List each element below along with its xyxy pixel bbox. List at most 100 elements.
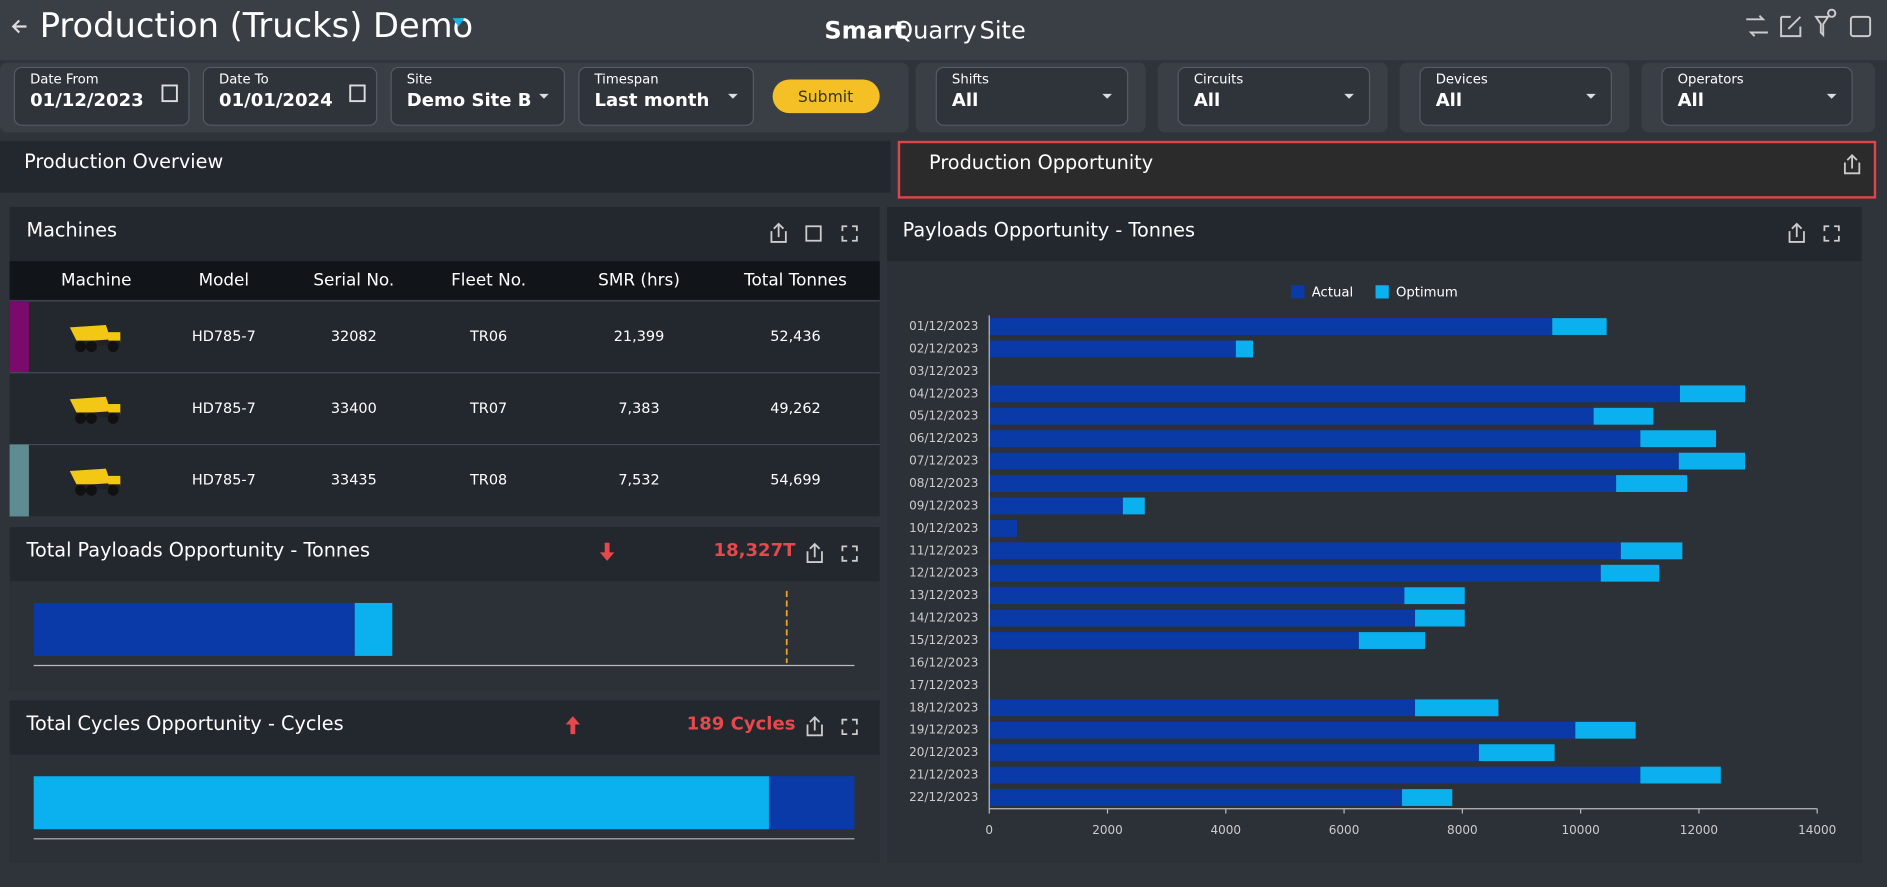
bar — [1122, 497, 1145, 515]
column-header: Total Tonnes — [743, 269, 847, 289]
dropdown-arrow[interactable] — [1586, 93, 1596, 99]
row-accent — [9, 444, 29, 517]
filter-value: All — [1678, 90, 1704, 111]
filter-value: 01/12/2023 — [30, 90, 144, 111]
table-cell: TR07 — [469, 401, 507, 417]
y-tick-label: 20/12/2023 — [909, 745, 978, 759]
export-icon[interactable] — [1843, 153, 1861, 175]
legend-label[interactable]: Optimum — [1396, 285, 1458, 300]
x-tick-label: 6000 — [1329, 823, 1360, 837]
bar — [989, 699, 1416, 717]
y-tick-label: 22/12/2023 — [909, 790, 978, 804]
truck-wheel — [86, 341, 97, 353]
x-tick-label: 14000 — [1798, 823, 1836, 837]
export-icon[interactable] — [806, 542, 823, 563]
bar — [989, 721, 1576, 739]
truck-chassis — [74, 340, 121, 346]
filter-field[interactable] — [1661, 66, 1853, 126]
submit-label: Submit — [798, 87, 853, 106]
expand-icon[interactable] — [1823, 225, 1840, 242]
legend-swatch[interactable] — [1375, 285, 1389, 299]
table-cell: 52,436 — [770, 329, 821, 345]
calendar-icon[interactable] — [349, 84, 366, 103]
table-cell: 54,699 — [770, 473, 821, 489]
legend-swatch[interactable] — [1291, 285, 1305, 299]
truck-cab — [108, 332, 121, 344]
dropdown-arrow[interactable] — [728, 93, 738, 99]
table-cell: TR06 — [469, 329, 507, 345]
y-tick-label: 13/12/2023 — [909, 588, 978, 602]
column-header: Fleet No. — [451, 269, 526, 289]
table-cell: HD785-7 — [192, 329, 256, 345]
filter-field[interactable] — [1419, 66, 1613, 126]
y-tick-label: 03/12/2023 — [909, 364, 978, 378]
table-cell: HD785-7 — [192, 473, 256, 489]
y-tick-label: 14/12/2023 — [909, 611, 978, 625]
bar — [1593, 407, 1654, 425]
expand-icon[interactable] — [841, 545, 858, 562]
bar — [989, 766, 1641, 784]
table-cell: 21,399 — [614, 329, 665, 345]
brand-light: Quarry — [894, 16, 977, 44]
edit-icon[interactable] — [1780, 15, 1802, 38]
expand-icon[interactable] — [841, 225, 858, 242]
page-title: Production (Trucks) Demo — [40, 6, 473, 45]
select-icon[interactable] — [805, 225, 822, 242]
filter-field[interactable] — [578, 66, 754, 126]
bar — [989, 632, 1359, 649]
x-tick-label: 0 — [985, 823, 993, 837]
filter-field[interactable] — [202, 66, 378, 126]
truck-body — [69, 324, 111, 342]
x-tick-label: 12000 — [1680, 823, 1718, 837]
submit-button[interactable] — [772, 79, 880, 114]
title-filter-icon[interactable] — [452, 18, 465, 27]
image-icon[interactable] — [1849, 15, 1872, 38]
indicator: 18,327T — [714, 540, 797, 561]
dropdown-arrow[interactable] — [1344, 93, 1354, 99]
table-cell: 33435 — [331, 473, 377, 489]
y-tick-label: 06/12/2023 — [909, 431, 978, 445]
filter-icon[interactable] — [1814, 8, 1837, 38]
bar — [1404, 587, 1465, 605]
export-icon[interactable] — [806, 716, 823, 737]
indicator: 189 Cycles — [687, 714, 796, 735]
dropdown-arrow[interactable] — [1102, 93, 1112, 99]
export-icon[interactable] — [1788, 222, 1805, 243]
bar — [989, 542, 1621, 560]
dropdown-arrow[interactable] — [1826, 93, 1837, 99]
chart-title: Payloads Opportunity - Tonnes — [903, 219, 1195, 242]
bar — [1235, 340, 1253, 358]
filter-label: Operators — [1678, 72, 1744, 87]
calendar-icon[interactable] — [161, 84, 178, 103]
filter-field[interactable] — [935, 66, 1129, 126]
bar — [1616, 475, 1688, 492]
bar — [1600, 564, 1660, 582]
expand-icon[interactable] — [841, 718, 858, 736]
filter-field[interactable] — [1177, 66, 1371, 126]
back-button[interactable] — [11, 19, 27, 34]
filter-field[interactable] — [13, 66, 190, 126]
bar — [989, 385, 1680, 403]
filter-label: Date From — [30, 72, 99, 87]
bar — [989, 340, 1236, 358]
payloads-chart-panel: Payloads Opportunity - Tonnes Actual Optim… — [886, 207, 1862, 863]
bar — [989, 407, 1594, 425]
legend-label[interactable]: Actual — [1312, 285, 1353, 300]
y-tick-label: 01/12/2023 — [909, 319, 978, 333]
panel-title: Total Cycles Opportunity - Cycles — [25, 712, 343, 735]
bar — [989, 497, 1123, 515]
truck-wheel — [107, 413, 119, 424]
refresh-icon[interactable] — [1746, 14, 1768, 37]
table-cell: TR08 — [469, 473, 507, 489]
truck-wheel — [75, 341, 87, 353]
filter-field[interactable] — [390, 66, 566, 126]
column-header: Serial No. — [313, 269, 394, 289]
bar — [989, 430, 1641, 448]
table-cell: 32082 — [331, 329, 377, 345]
dropdown-arrow[interactable] — [539, 93, 549, 99]
bar — [989, 744, 1479, 762]
bar — [1478, 744, 1555, 762]
export-icon[interactable] — [770, 222, 787, 243]
y-tick-label: 11/12/2023 — [909, 543, 978, 557]
